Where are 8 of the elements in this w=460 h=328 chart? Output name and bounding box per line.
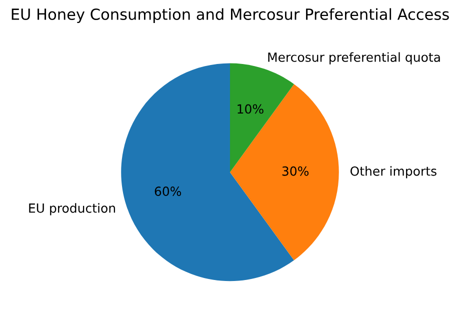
slice-label: Other imports bbox=[350, 166, 436, 178]
data-label: 10% bbox=[238, 104, 264, 114]
slice-label: EU production bbox=[29, 203, 116, 216]
chart-title: EU Honey Consumption and Mercosur Preferential Access bbox=[12, 8, 449, 23]
data-label: 60% bbox=[154, 186, 182, 196]
slice-label: Mercosur preferential quota bbox=[268, 52, 440, 64]
data-label: 30% bbox=[282, 166, 309, 176]
pie-slice bbox=[230, 84, 339, 260]
